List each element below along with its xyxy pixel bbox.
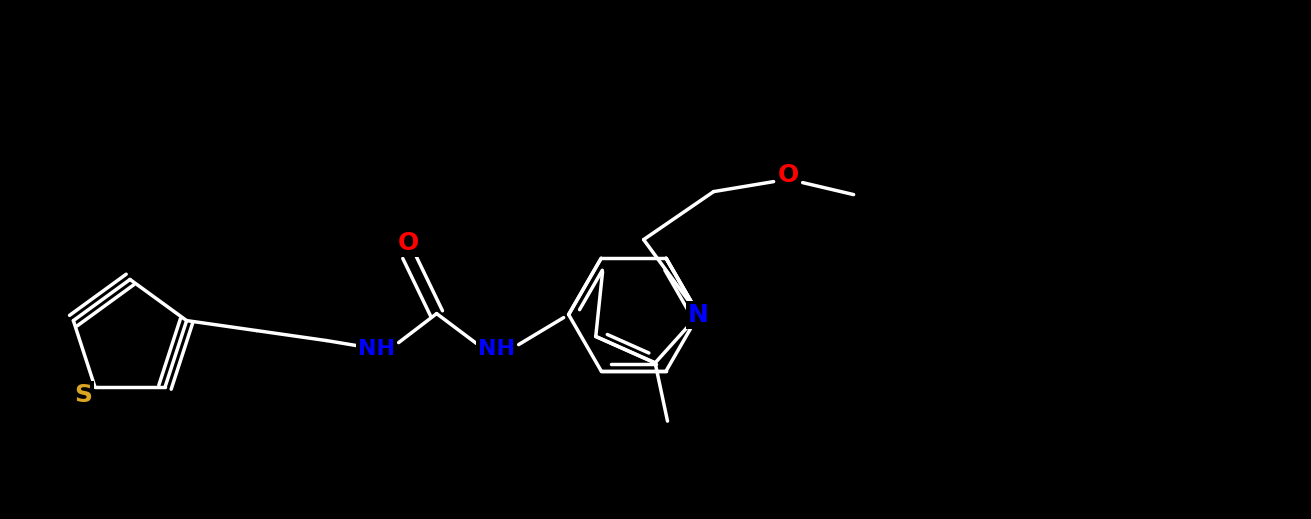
Text: N: N	[688, 303, 709, 326]
Text: S: S	[73, 383, 92, 407]
Text: NH: NH	[358, 338, 395, 359]
Text: O: O	[399, 230, 420, 255]
Text: NH: NH	[479, 338, 515, 359]
Text: O: O	[777, 162, 800, 187]
